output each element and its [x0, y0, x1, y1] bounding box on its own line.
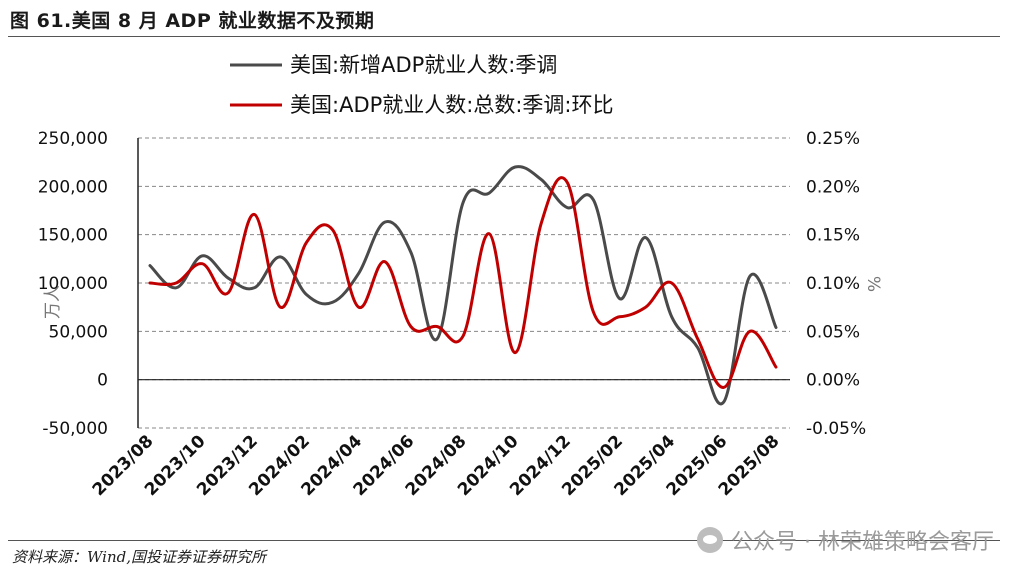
- series-lines: [148, 165, 778, 406]
- y-right-tick-label: 0.25%: [806, 129, 860, 149]
- title-rule: [8, 36, 1000, 37]
- y-right-tick-label: 0.10%: [806, 274, 860, 294]
- axes: [137, 138, 790, 428]
- y-right-tick-label: 0.00%: [806, 371, 860, 391]
- y-left-axis-label: 万人: [43, 285, 63, 319]
- y-left-tick-label: 200,000: [38, 177, 108, 197]
- y-right-tick-label: 0.15%: [806, 226, 860, 246]
- y-left-tick-label: 50,000: [49, 322, 108, 342]
- tick-labels: -50,000 0 50,000 100,000 150,000 200,000 250,0…: [38, 129, 883, 500]
- y-left-tick-label: 150,000: [38, 226, 108, 246]
- legend-label: 美国:ADP就业人数:总数:季调:环比: [290, 93, 614, 117]
- y-right-tick-label: -0.05%: [806, 419, 866, 439]
- watermark: 公众号 · 林荣雄策略会客厅: [697, 524, 994, 556]
- source-note: 资料来源：Wind,国投证券证券研究所: [12, 548, 266, 566]
- series-line-adp-mom: [148, 176, 778, 389]
- bottom-rule: [8, 540, 1000, 541]
- series-line-adp-new-jobs: [148, 165, 778, 406]
- watermark-text: 公众号 · 林荣雄策略会客厅: [731, 530, 994, 555]
- y-left-tick-label: 100,000: [38, 274, 108, 294]
- y-left-tick-label: -50,000: [42, 419, 108, 439]
- y-right-axis-label: %: [863, 276, 883, 292]
- y-left-tick-label: 0: [97, 371, 108, 391]
- legend-label: 美国:新增ADP就业人数:季调: [290, 53, 557, 77]
- wechat-icon: [697, 527, 724, 553]
- y-right-tick-label: 0.05%: [806, 322, 860, 342]
- y-left-tick-label: 250,000: [38, 129, 108, 149]
- y-right-tick-label: 0.20%: [806, 177, 860, 197]
- figure-title: 图 61.美国 8 月 ADP 就业数据不及预期: [10, 10, 375, 32]
